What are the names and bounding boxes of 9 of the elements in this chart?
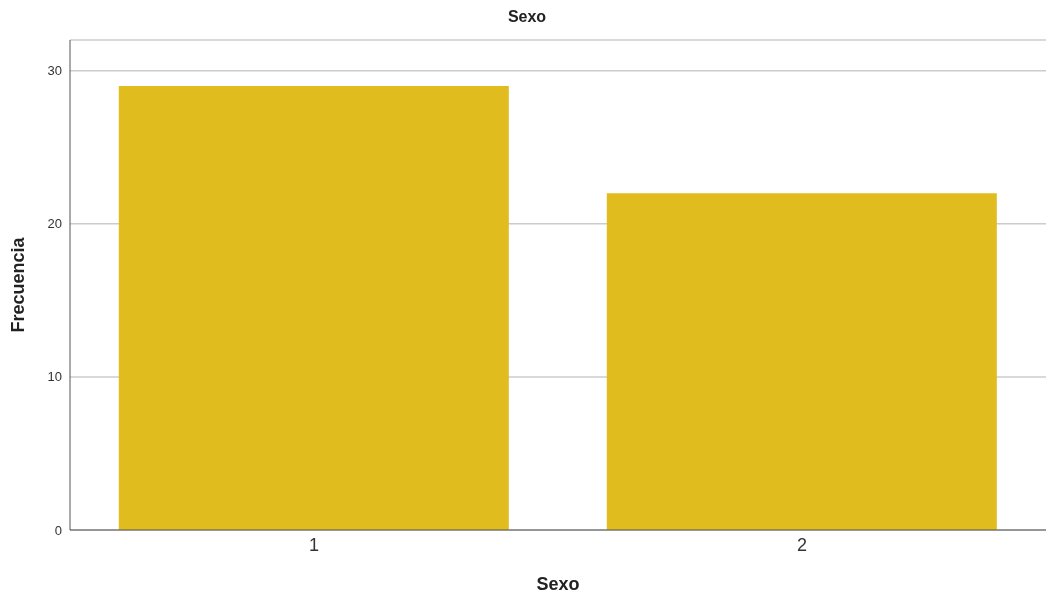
x-tick-label: 2 xyxy=(796,534,808,555)
y-tick-label: 10 xyxy=(47,369,62,385)
y-tick-label: 30 xyxy=(47,63,62,79)
x-axis-title: Sexo xyxy=(536,574,580,594)
y-axis-title: Frecuencia xyxy=(8,236,29,333)
chart-title: Sexo xyxy=(506,8,548,27)
y-tick-label: 20 xyxy=(47,216,62,232)
x-tick-label: 1 xyxy=(308,534,320,555)
y-tick-label: 0 xyxy=(54,522,62,538)
